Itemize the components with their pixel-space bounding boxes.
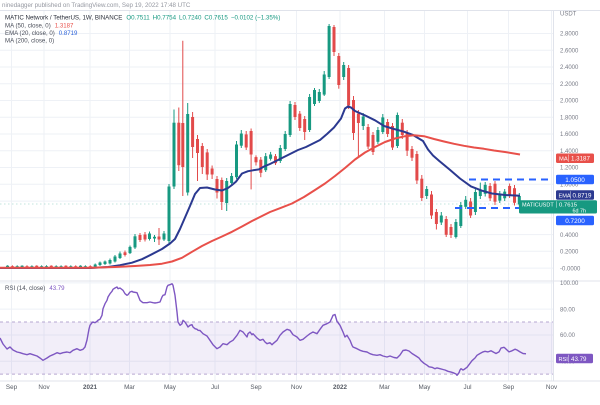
svg-text:60.00: 60.00 [560, 333, 576, 339]
svg-text:Sep: Sep [503, 384, 515, 391]
svg-text:May: May [419, 384, 432, 391]
svg-text:2.2000: 2.2000 [560, 82, 579, 88]
svg-text:0.4000: 0.4000 [560, 233, 579, 239]
svg-text:1.6000: 1.6000 [560, 132, 579, 138]
svg-text:0.2000: 0.2000 [560, 250, 579, 256]
svg-text:Nov: Nov [546, 384, 558, 391]
svg-text:6d 7h: 6d 7h [573, 208, 587, 214]
svg-text:1.0500: 1.0500 [565, 177, 585, 184]
svg-text:1.8000: 1.8000 [560, 116, 579, 122]
svg-text:0.7615: 0.7615 [559, 203, 578, 209]
svg-text:0.7200: 0.7200 [565, 218, 585, 225]
svg-text:2022: 2022 [333, 384, 348, 391]
svg-text:MA (200, close, 0): MA (200, close, 0) [5, 38, 54, 45]
svg-text:MATICUSDT: MATICUSDT [522, 203, 554, 209]
svg-text:ninedagger published on Tradin: ninedagger published on TradingView.com,… [2, 2, 191, 9]
svg-text:Sep: Sep [6, 384, 18, 391]
svg-text:Mar: Mar [379, 384, 390, 391]
svg-text:1.2000: 1.2000 [560, 166, 579, 172]
svg-text:Mar: Mar [124, 384, 135, 391]
svg-text:RSI: RSI [559, 357, 569, 363]
svg-text:MATIC Network / TetherUS, 1W,: MATIC Network / TetherUS, 1W, BINANCE O0.… [5, 15, 280, 22]
svg-text:MA: MA [559, 157, 568, 163]
svg-text:2.8000: 2.8000 [560, 32, 579, 38]
svg-text:1.4000: 1.4000 [560, 149, 579, 155]
svg-text:43.79: 43.79 [571, 356, 587, 363]
svg-text:Sep: Sep [250, 384, 262, 391]
svg-text:EMA: EMA [559, 194, 571, 200]
svg-text:MA (50, close, 0)1.3187: MA (50, close, 0) 1.3187 [5, 23, 74, 30]
svg-text:Jul: Jul [463, 384, 471, 391]
svg-text:Nov: Nov [291, 384, 303, 391]
svg-text:2.0000: 2.0000 [560, 99, 579, 105]
svg-text:2.4000: 2.4000 [560, 65, 579, 71]
svg-text:EMA (20, close, 0)0.8719: EMA (20, close, 0) 0.8719 [5, 30, 78, 37]
svg-text:100.00: 100.00 [560, 281, 579, 287]
svg-text:RSI (14, close)43.79: RSI (14, close) 43.79 [5, 285, 65, 292]
svg-text:1.0000: 1.0000 [560, 183, 579, 189]
svg-text:1.3187: 1.3187 [571, 156, 590, 163]
svg-text:80.00: 80.00 [560, 307, 576, 313]
svg-text:Jul: Jul [211, 384, 219, 391]
svg-text:USDT: USDT [560, 12, 577, 18]
svg-text:Nov: Nov [38, 384, 50, 391]
svg-text:2021: 2021 [83, 384, 98, 391]
svg-text:2.6000: 2.6000 [560, 48, 579, 54]
svg-text:-0.0000: -0.0000 [560, 266, 581, 272]
svg-text:0.8719: 0.8719 [573, 193, 592, 200]
svg-text:May: May [164, 384, 177, 391]
